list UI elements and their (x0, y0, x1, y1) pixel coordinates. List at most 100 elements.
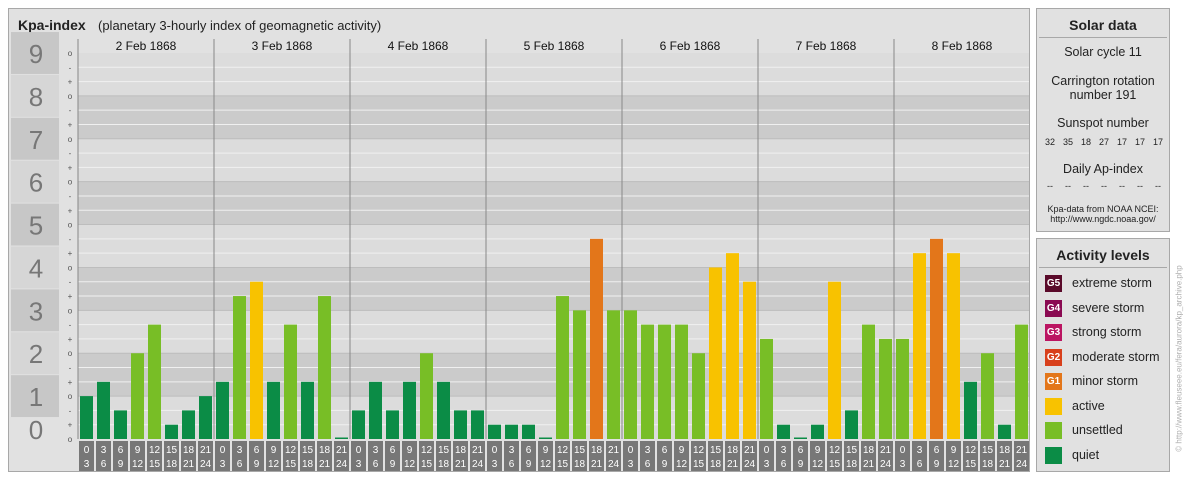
interval-end-label: 12 (812, 459, 824, 470)
y-tick-label: 2 (29, 339, 43, 369)
legend-label: extreme storm (1072, 276, 1152, 290)
kp-bar (709, 267, 722, 439)
y-minor-label: o (68, 135, 73, 144)
interval-end-label: 18 (166, 459, 178, 470)
interval-start-label: 9 (407, 445, 413, 456)
ap-index-value: -- (1155, 181, 1161, 191)
kp-bar (1015, 324, 1028, 439)
interval-cell (997, 441, 1012, 471)
kp-bar (539, 437, 552, 439)
kp-bar (760, 338, 773, 439)
interval-start-label: 12 (285, 445, 297, 456)
y-tick-label: 4 (29, 253, 43, 283)
day-label: 6 Feb 1868 (660, 39, 721, 53)
kp-bar (284, 324, 297, 439)
interval-cell (300, 441, 315, 471)
interval-end-label: 12 (268, 459, 280, 470)
interval-cell (912, 441, 927, 471)
interval-start-label: 6 (254, 445, 260, 456)
source-line1: Kpa-data from NOAA NCEI: (1047, 204, 1159, 214)
y-minor-label: + (68, 335, 73, 344)
interval-start-label: 6 (390, 445, 396, 456)
interval-start-label: 12 (693, 445, 705, 456)
kp-bar (97, 381, 110, 439)
y-axis-band (11, 160, 59, 203)
interval-start-label: 12 (149, 445, 161, 456)
interval-cell (368, 441, 383, 471)
interval-start-label: 15 (846, 445, 858, 456)
interval-cell (79, 441, 94, 471)
interval-start-label: 6 (662, 445, 668, 456)
interval-cell (130, 441, 145, 471)
y-minor-label: o (68, 92, 73, 101)
interval-end-label: 6 (509, 459, 515, 470)
interval-start-label: 3 (917, 445, 923, 456)
interval-cell (96, 441, 111, 471)
y-minor-label: o (68, 435, 73, 444)
y-minor-label: + (68, 292, 73, 301)
interval-end-label: 21 (999, 459, 1011, 470)
kp-bar (216, 381, 229, 439)
legend-swatch (1045, 446, 1062, 464)
legend-swatch (1045, 422, 1062, 439)
activity-levels-title: Activity levels (1056, 247, 1150, 263)
kp-bar (80, 396, 93, 439)
kp-bar (743, 281, 756, 439)
interval-cell (436, 441, 451, 471)
interval-end-label: 15 (829, 459, 841, 470)
ap-index-title: Daily Ap-index (1063, 162, 1143, 176)
kp-bar (675, 324, 688, 439)
y-axis-band (11, 289, 59, 332)
kp-bar (573, 310, 586, 439)
kp-bar (505, 424, 518, 439)
interval-end-label: 24 (336, 459, 348, 470)
interval-end-label: 15 (965, 459, 977, 470)
legend-label: unsettled (1072, 423, 1123, 437)
chart-subtitle: (planetary 3-hourly index of geomagnetic… (98, 18, 382, 33)
kp-bar (777, 424, 790, 439)
interval-end-label: 12 (404, 459, 416, 470)
sunspot-values: 32 35 18 27 17 17 17 (1041, 137, 1167, 149)
carrington-rotation-line1: Carrington rotation (1051, 74, 1155, 88)
interval-start-label: 12 (421, 445, 433, 456)
y-tick-label: 1 (29, 382, 43, 412)
interval-cell (946, 441, 961, 471)
y-minor-label: + (68, 163, 73, 172)
kp-bar (692, 353, 705, 439)
interval-end-label: 3 (492, 459, 498, 470)
interval-end-label: 15 (149, 459, 161, 470)
kp-bar (641, 324, 654, 439)
sunspot-value: 17 (1134, 137, 1145, 147)
day-label: 3 Feb 1868 (252, 39, 313, 53)
kp-bar (556, 296, 569, 439)
kp-band-7 (78, 95, 1029, 139)
interval-end-label: 18 (710, 459, 722, 470)
kp-bar (437, 381, 450, 439)
interval-cell (453, 441, 468, 471)
interval-end-label: 24 (472, 459, 484, 470)
interval-cell (708, 441, 723, 471)
interval-end-label: 24 (880, 459, 892, 470)
y-minor-label: + (68, 206, 73, 215)
source-link[interactable]: http://www.ngdc.noaa.gov/ (1050, 214, 1156, 224)
y-minor-label: - (69, 235, 72, 244)
kp-bar (386, 410, 399, 439)
interval-cell (640, 441, 655, 471)
interval-end-label: 3 (628, 459, 634, 470)
kp-bar (794, 437, 807, 439)
ap-index-value: -- (1137, 181, 1143, 191)
kp-band-6 (78, 138, 1029, 182)
kp-band-3 (78, 267, 1029, 311)
interval-cell (555, 441, 570, 471)
kp-bar (352, 410, 365, 439)
kpa-chart-panel: Kpa-index (planetary 3-hourly index of g… (8, 8, 1030, 472)
interval-cell (589, 441, 604, 471)
kp-bar (998, 424, 1011, 439)
legend-swatch: G2 (1045, 348, 1062, 366)
y-tick-label: 7 (29, 125, 43, 155)
interval-cell (402, 441, 417, 471)
y-minor-label: - (69, 106, 72, 115)
y-axis-band (11, 203, 59, 246)
y-tick-label: 6 (29, 168, 43, 198)
ap-index-value: -- (1083, 181, 1089, 191)
